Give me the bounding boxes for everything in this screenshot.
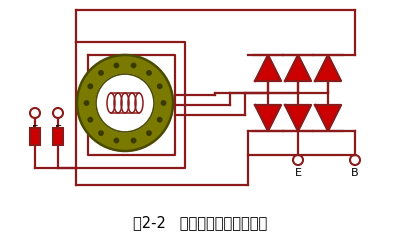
- Polygon shape: [285, 105, 311, 131]
- Circle shape: [88, 84, 92, 88]
- Text: E: E: [54, 125, 62, 135]
- Circle shape: [161, 101, 166, 105]
- Polygon shape: [315, 105, 341, 131]
- Circle shape: [147, 71, 151, 75]
- Polygon shape: [315, 55, 341, 81]
- Circle shape: [77, 55, 173, 151]
- Circle shape: [147, 131, 151, 135]
- Circle shape: [158, 118, 162, 122]
- Polygon shape: [255, 55, 281, 81]
- Circle shape: [158, 84, 162, 88]
- Circle shape: [131, 63, 136, 68]
- Polygon shape: [285, 55, 311, 81]
- Text: E: E: [294, 168, 302, 178]
- Circle shape: [88, 118, 92, 122]
- Text: F: F: [32, 125, 38, 135]
- Circle shape: [114, 63, 119, 68]
- Polygon shape: [255, 105, 281, 131]
- Text: 图2-2   交流发电机工作原理图: 图2-2 交流发电机工作原理图: [133, 215, 267, 230]
- FancyBboxPatch shape: [53, 128, 63, 145]
- FancyBboxPatch shape: [30, 128, 40, 145]
- Circle shape: [96, 74, 154, 132]
- Circle shape: [99, 131, 103, 135]
- Circle shape: [114, 138, 119, 143]
- Circle shape: [99, 71, 103, 75]
- Circle shape: [84, 101, 89, 105]
- Text: B: B: [351, 168, 359, 178]
- Circle shape: [131, 138, 136, 143]
